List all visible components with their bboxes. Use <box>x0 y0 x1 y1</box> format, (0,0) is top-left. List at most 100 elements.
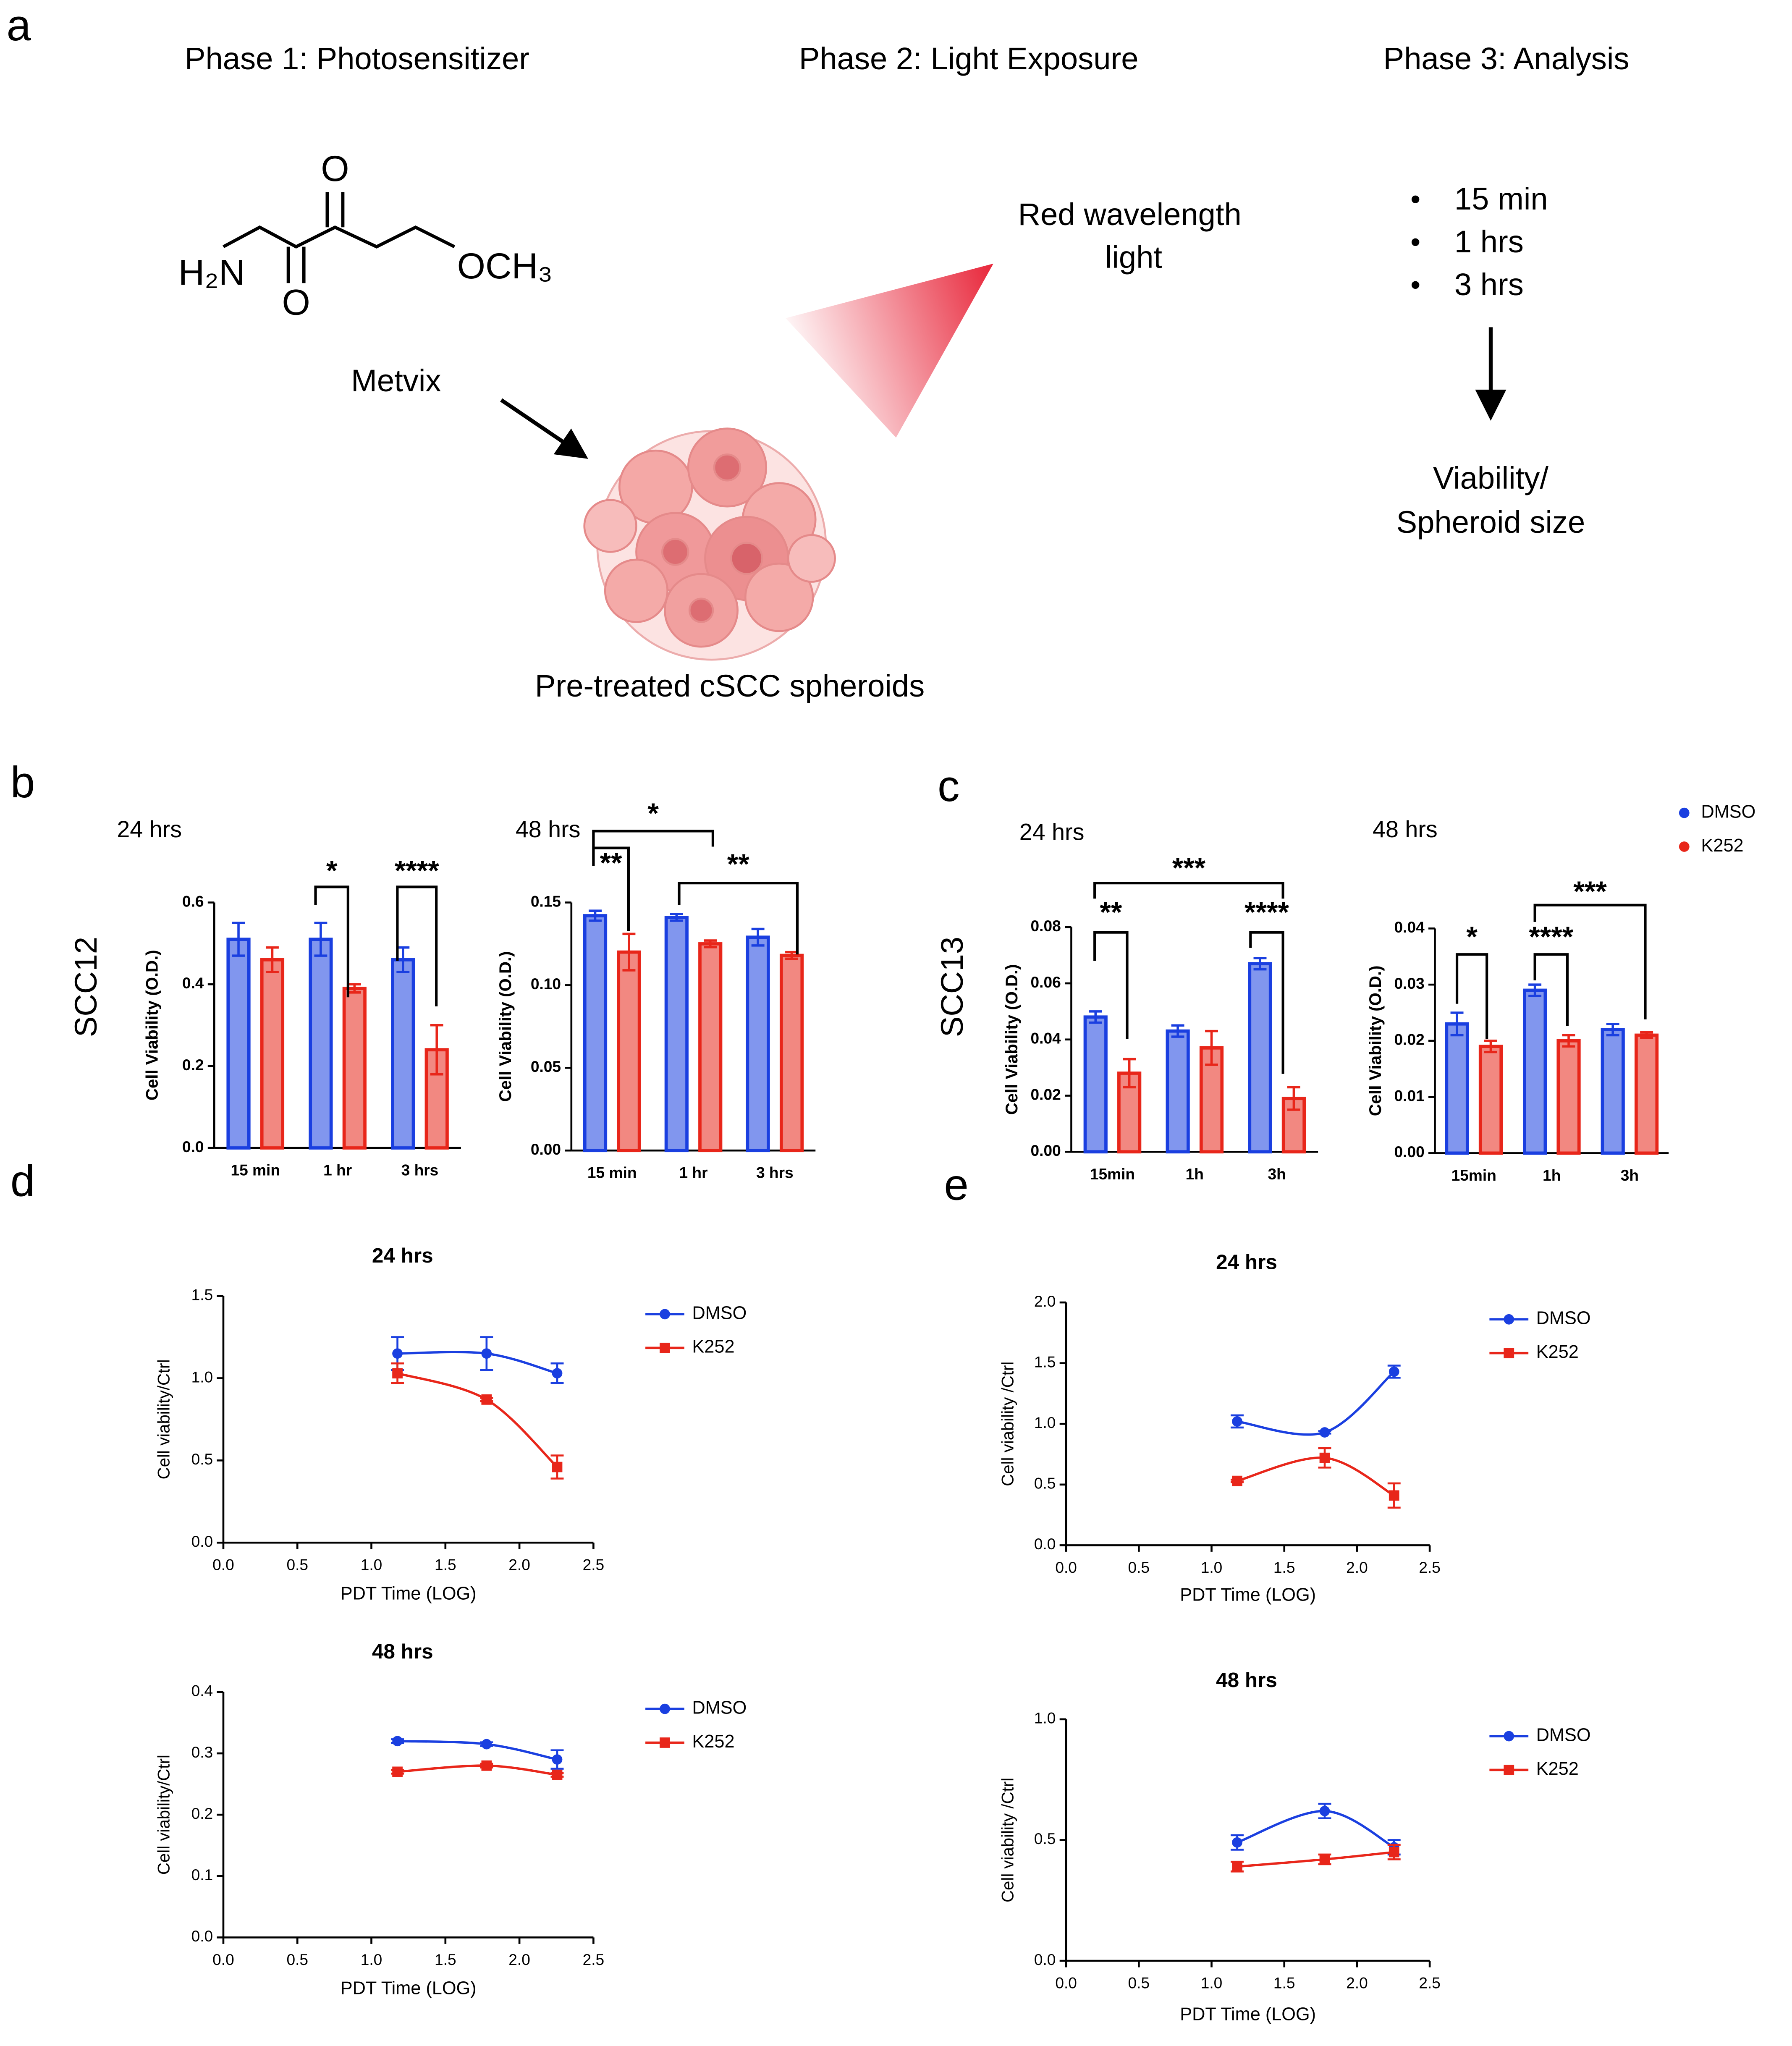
marker <box>392 1736 403 1747</box>
bar <box>1083 1015 1108 1154</box>
y-tick-label: 0.00 <box>1031 1142 1061 1159</box>
significance-bracket <box>1533 904 1647 1019</box>
marker <box>1389 1366 1399 1377</box>
panel-label: d <box>10 1156 35 1205</box>
error-bar <box>314 922 327 957</box>
marker <box>481 1739 492 1750</box>
x-tick-label: 0.5 <box>1128 1559 1150 1576</box>
x-tick-label: 0.5 <box>286 1556 308 1574</box>
y-axis-label: Cell Viability (O.D.) <box>143 950 162 1100</box>
y-tick-label: 1.0 <box>191 1368 213 1386</box>
significance-label: * <box>1466 921 1478 953</box>
bar <box>617 950 641 1153</box>
significance-label: *** <box>1573 875 1607 907</box>
timepoint: 15 min <box>1454 181 1548 216</box>
y-tick-label: 0.05 <box>531 1058 561 1075</box>
readout: Viability/ <box>1433 461 1548 495</box>
atom: O <box>321 149 349 189</box>
error-bar <box>1606 1022 1619 1037</box>
y-tick-label: 0.08 <box>1031 917 1061 935</box>
x-tick-label: 1.0 <box>361 1951 383 1968</box>
x-tick-label: 1.5 <box>1273 1559 1295 1576</box>
phase-title: Phase 3: Analysis <box>1383 41 1630 76</box>
x-tick-label: 3 hrs <box>756 1164 794 1181</box>
marker <box>481 1394 492 1405</box>
x-tick-label: 3 hrs <box>401 1161 439 1179</box>
chart-title: 48 hrs <box>1216 1669 1277 1692</box>
x-tick-label: 1.0 <box>1201 1559 1223 1576</box>
error-bar <box>265 946 279 973</box>
y-tick-label: 0.00 <box>1394 1143 1425 1161</box>
chart-title: 48 hrs <box>372 1640 433 1663</box>
row-label: SCC13 <box>935 937 969 1037</box>
panel-a: a Phase 1: Photosensitizer Phase 2: Ligh… <box>6 1 1629 703</box>
marker <box>1232 1416 1242 1427</box>
x-tick-label: 1h <box>1186 1165 1204 1183</box>
x-tick-label: 1.0 <box>361 1556 383 1574</box>
legend-marker <box>1504 1314 1514 1325</box>
x-tick-label: 2.5 <box>583 1951 605 1968</box>
fit-line <box>1237 1810 1395 1849</box>
legend-label: K252 <box>692 1732 734 1752</box>
error-bar <box>1089 1010 1102 1024</box>
marker <box>1232 1837 1242 1848</box>
arrow <box>500 398 588 459</box>
legend-marker <box>1504 1348 1514 1359</box>
y-tick-label: 0.0 <box>1034 1951 1056 1968</box>
fit-line <box>397 1740 558 1761</box>
legend-marker <box>660 1737 670 1748</box>
bar <box>260 958 285 1150</box>
readout: Spheroid size <box>1396 505 1585 540</box>
molecule <box>223 192 456 283</box>
x-tick-label: 0.5 <box>286 1951 308 1968</box>
y-tick-label: 2.0 <box>1034 1292 1056 1310</box>
y-tick-label: 0.5 <box>1034 1830 1056 1847</box>
bar <box>1166 1029 1190 1154</box>
error-bar <box>1640 1031 1653 1039</box>
y-tick-label: 0.2 <box>182 1056 204 1074</box>
x-tick-label: 2.0 <box>1346 1559 1368 1576</box>
significance-bracket <box>592 846 630 931</box>
significance-label: * <box>326 854 338 886</box>
x-tick-label: 1.5 <box>435 1951 456 1968</box>
y-tick-label: 0.06 <box>1031 973 1061 991</box>
bar <box>746 935 770 1153</box>
error-bar <box>1253 957 1267 971</box>
bar <box>391 958 415 1150</box>
y-axis-label: Cell viability/Ctrl <box>154 1359 173 1479</box>
error-bar <box>1484 1040 1497 1053</box>
bar <box>1248 962 1272 1154</box>
x-tick-label: 0.0 <box>212 1951 234 1968</box>
error-bar <box>622 933 636 972</box>
x-tick-label: 1.0 <box>1201 1974 1223 1992</box>
bullet: • <box>1410 226 1420 258</box>
significance-bracket <box>1455 953 1488 1039</box>
x-tick-label: 0.0 <box>1055 1559 1077 1576</box>
y-tick-label: 0.02 <box>1394 1031 1425 1048</box>
marker <box>1232 1861 1242 1872</box>
x-tick-label: 15min <box>1451 1166 1496 1184</box>
timepoint-list: • 15 min • 1 hrs • 3 hrs <box>1410 181 1548 302</box>
significance-label: ** <box>727 848 749 880</box>
y-axis-label: Cell viability /Ctrl <box>998 1778 1017 1902</box>
chart-title: 48 hrs <box>516 816 581 842</box>
significance-bracket <box>314 885 349 998</box>
y-axis-label: Cell viability/Ctrl <box>154 1755 173 1875</box>
x-tick-label: 3h <box>1268 1165 1286 1183</box>
chart-title: 24 hrs <box>1019 819 1085 845</box>
error-bar <box>751 927 765 947</box>
y-tick-label: 0.10 <box>531 975 561 993</box>
x-tick-label: 2.5 <box>583 1556 605 1574</box>
x-tick-label: 2.0 <box>508 1556 530 1574</box>
x-tick-label: 1 hr <box>323 1161 352 1179</box>
x-tick-label: 1.5 <box>1273 1974 1295 1992</box>
x-tick-label: 15 min <box>231 1161 280 1179</box>
x-axis-label: PDT Time (LOG) <box>1180 2004 1316 2024</box>
significance-bracket <box>1093 931 1129 1039</box>
significance-bracket <box>1249 931 1284 1074</box>
x-tick-label: 0.5 <box>1128 1974 1150 1992</box>
error-bar <box>1450 1011 1464 1037</box>
bar <box>583 914 608 1153</box>
marker <box>1232 1475 1242 1486</box>
